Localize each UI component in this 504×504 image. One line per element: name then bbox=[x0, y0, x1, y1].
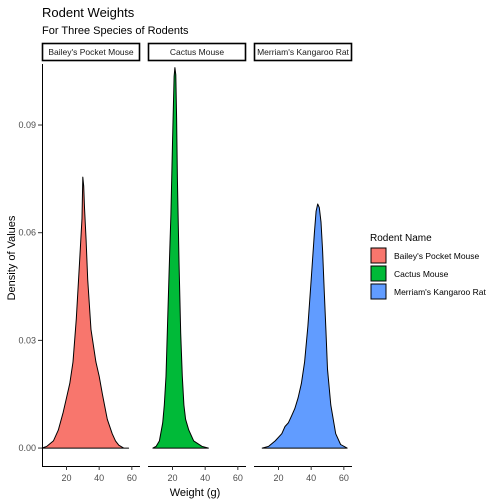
y-tick-label: 0.00 bbox=[18, 443, 36, 453]
x-tick-label: 60 bbox=[339, 473, 349, 483]
y-tick-label: 0.03 bbox=[18, 335, 36, 345]
facet-panel: Bailey's Pocket Mouse 20 40 60 bbox=[41, 42, 141, 483]
legend-entry: Merriam's Kangaroo Rat bbox=[394, 287, 486, 297]
legend-swatch bbox=[370, 247, 387, 264]
density-area bbox=[41, 176, 130, 449]
facet-strip bbox=[41, 42, 141, 62]
x-tick-label: 20 bbox=[61, 473, 71, 483]
chart-title: Rodent Weights bbox=[42, 5, 135, 20]
y-tick-label: 0.09 bbox=[18, 120, 36, 130]
facet-strip bbox=[253, 42, 353, 62]
facet-panels: Bailey's Pocket Mouse 20 40 60 Cactus Mouse 2… bbox=[41, 42, 353, 483]
legend: Rodent Name Bailey's Pocket Mouse Cactus … bbox=[370, 233, 486, 300]
x-tick-label: 20 bbox=[273, 473, 283, 483]
density-area bbox=[152, 67, 209, 449]
facet-strip-label: Bailey's Pocket Mouse bbox=[48, 47, 134, 57]
facet-strip bbox=[147, 42, 247, 62]
facet-strip-label: Merriam's Kangaroo Rat bbox=[257, 47, 349, 57]
x-tick-label: 40 bbox=[200, 473, 210, 483]
x-tick-label: 20 bbox=[167, 473, 177, 483]
y-tick-label: 0.06 bbox=[18, 228, 36, 238]
x-tick-label: 60 bbox=[127, 473, 137, 483]
legend-swatch bbox=[370, 283, 387, 300]
facet-panel: Cactus Mouse 20 40 60 bbox=[147, 42, 247, 483]
density-area bbox=[261, 203, 348, 449]
y-axis-label: Density of Values bbox=[6, 215, 18, 300]
x-tick-label: 60 bbox=[233, 473, 243, 483]
facet-panel: Merriam's Kangaroo Rat 20 40 60 bbox=[253, 42, 353, 483]
x-tick-label: 40 bbox=[94, 473, 104, 483]
legend-title: Rodent Name bbox=[370, 233, 432, 244]
x-axis-label: Weight (g) bbox=[170, 487, 221, 499]
x-tick-label: 40 bbox=[306, 473, 316, 483]
chart-subtitle: For Three Species of Rodents bbox=[42, 25, 189, 37]
legend-entry: Bailey's Pocket Mouse bbox=[394, 251, 480, 261]
legend-entry: Cactus Mouse bbox=[394, 269, 449, 279]
legend-swatch bbox=[370, 265, 387, 282]
y-axis: 0.00 0.03 0.06 0.09 bbox=[18, 64, 43, 466]
facet-strip-label: Cactus Mouse bbox=[170, 47, 225, 57]
